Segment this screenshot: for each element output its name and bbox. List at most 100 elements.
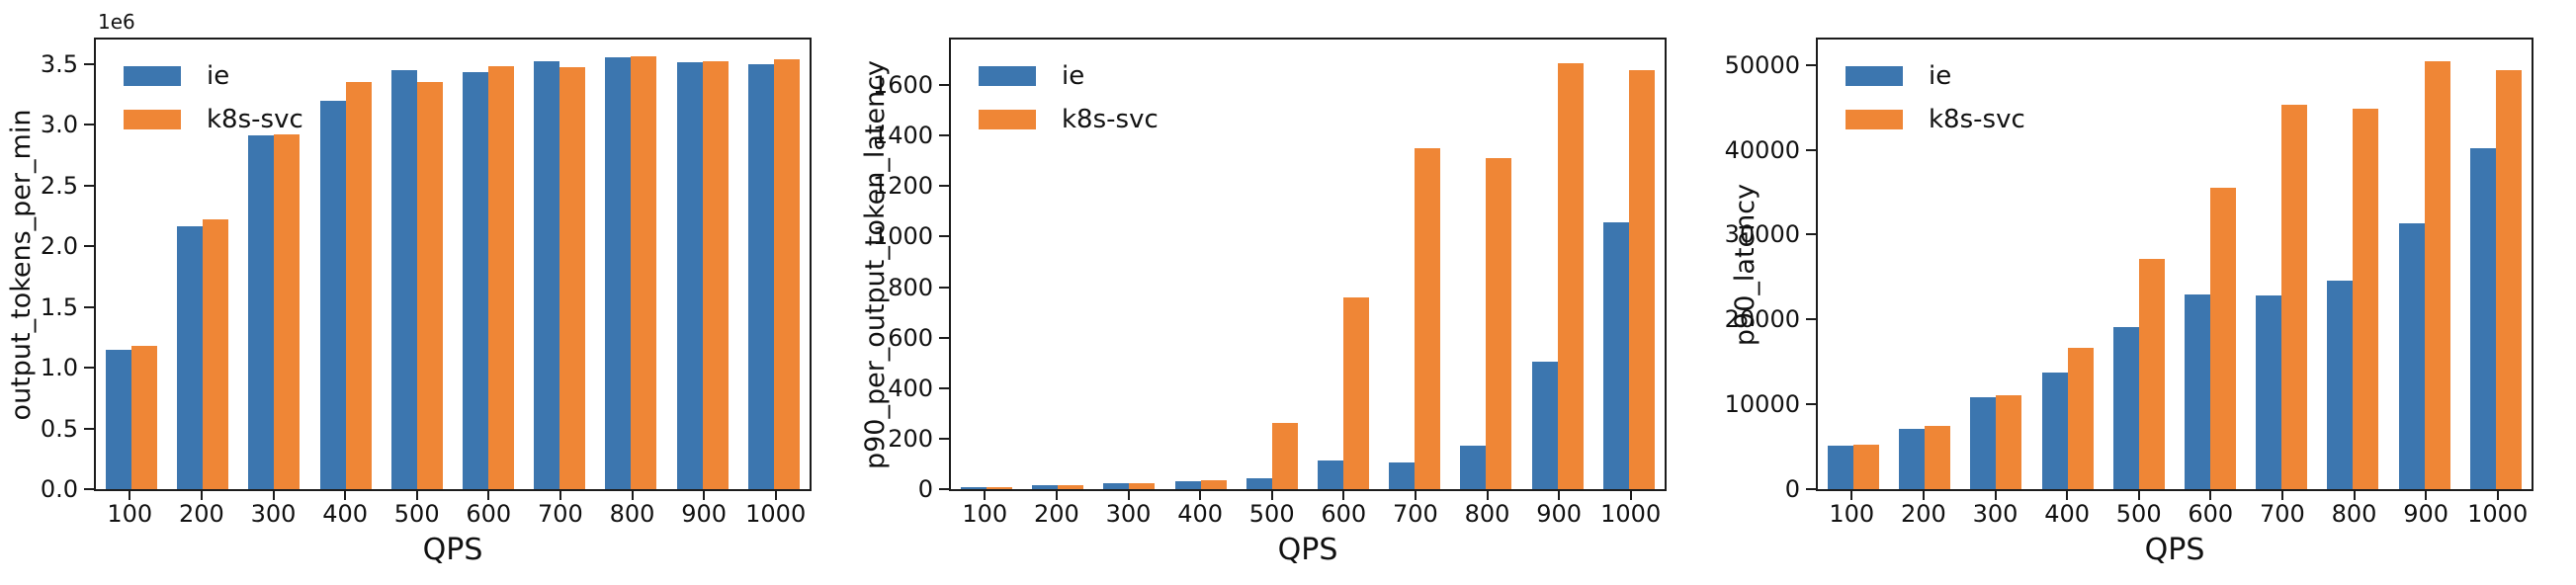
bar-ie-qps-600 [463,72,489,489]
x-tick-label-qps-400: 400 [322,500,368,528]
x-tick-mark [1270,491,1273,500]
y-axis-label: output_tokens_per_min [6,109,37,420]
bar-group-qps-400 [2032,40,2104,489]
x-tick-label-qps-1000: 1000 [2467,500,2529,528]
bar-k8s-svc-qps-600 [488,66,515,489]
y-tick-label: 1400 [872,122,933,150]
bar-k8s-svc-qps-600 [2210,188,2237,489]
bar-ie-qps-900 [1531,361,1558,489]
x-tick-mark [2209,491,2212,500]
bar-ie-qps-800 [2327,280,2354,489]
x-axis-label: QPS [2144,533,2205,567]
bar-k8s-svc-qps-400 [1200,479,1227,489]
legend-item-k8s-svc: k8s-svc [1846,105,2025,134]
bar-group-qps-900 [2389,40,2460,489]
bar-k8s-svc-qps-300 [274,133,301,489]
y-tick-label: 10000 [1724,390,1800,419]
x-tick-mark [2280,491,2283,500]
y-tick-mark [939,437,949,440]
bar-group-qps-900 [1522,40,1593,489]
bar-group-qps-800 [2317,40,2388,489]
bar-k8s-svc-qps-700 [559,67,586,489]
y-tick-label: 2.5 [40,171,78,200]
x-tick-label-qps-800: 800 [1464,500,1510,528]
bar-group-qps-400 [1165,40,1237,489]
x-tick-mark [774,491,777,500]
y-tick-label: 200 [888,424,933,453]
bar-k8s-svc-qps-600 [1343,296,1370,489]
bar-group-qps-200 [1022,40,1093,489]
axis-offset-text: 1e6 [98,10,135,34]
y-tick-mark [939,336,949,339]
bar-group-qps-600 [1308,40,1379,489]
bar-group-qps-300 [1093,40,1164,489]
x-tick-mark [344,491,347,500]
bar-k8s-svc-qps-300 [1996,394,2022,489]
x-tick-label-qps-1000: 1000 [1600,500,1662,528]
x-tick-mark [2496,491,2499,500]
y-tick-mark [1806,148,1816,151]
bar-ie-qps-700 [2256,295,2282,489]
x-tick-label-qps-900: 900 [1536,500,1582,528]
bar-group-qps-300 [238,40,309,489]
bar-groups [1818,40,2532,489]
legend-item-k8s-svc: k8s-svc [979,105,1159,134]
bar-group-qps-100 [951,40,1022,489]
bar-ie-qps-200 [1032,485,1059,489]
x-tick-label-qps-700: 700 [2259,500,2305,528]
x-tick-label-qps-100: 100 [962,500,1008,528]
x-tick-label-qps-300: 300 [1105,500,1152,528]
y-tick-mark [939,84,949,86]
x-tick-mark [631,491,634,500]
legend-label-k8s-svc: k8s-svc [1062,105,1159,134]
bar-group-qps-700 [2246,40,2317,489]
bar-k8s-svc-qps-500 [416,82,443,489]
x-tick-mark [1850,491,1853,500]
x-tick-mark [487,491,490,500]
x-axis-label: QPS [1277,533,1338,567]
y-tick-mark [939,286,949,289]
x-tick-mark [415,491,418,500]
bar-k8s-svc-qps-200 [203,219,229,489]
x-tick-mark [2353,491,2356,500]
y-tick-mark [1806,233,1816,236]
y-axis-label: p90_latency [1730,183,1760,346]
bar-ie-qps-400 [2041,372,2068,489]
bar-k8s-svc-qps-200 [1925,426,1951,489]
bar-ie-qps-300 [1970,397,1997,489]
bar-group-qps-200 [1889,40,1960,489]
y-tick-mark [1806,488,1816,490]
y-tick-mark [1806,318,1816,321]
bar-group-qps-1000 [1593,40,1665,489]
x-tick-label-qps-200: 200 [1900,500,1946,528]
bar-k8s-svc-qps-800 [631,56,657,489]
x-tick-label-qps-700: 700 [537,500,583,528]
y-tick-mark [84,184,94,187]
x-tick-label-qps-300: 300 [250,500,297,528]
y-tick-mark [84,427,94,430]
x-tick-label-qps-900: 900 [2403,500,2448,528]
bar-k8s-svc-qps-300 [1129,483,1156,489]
bar-group-qps-800 [595,40,666,489]
y-tick-label: 50000 [1724,50,1800,79]
legend: ie k8s-svc [979,61,1159,134]
x-tick-mark [1994,491,1997,500]
y-tick-label: 1.5 [40,292,78,321]
bar-groups [951,40,1665,489]
x-tick-mark [1127,491,1130,500]
x-tick-mark [200,491,203,500]
x-tick-mark [558,491,561,500]
bar-group-qps-900 [667,40,738,489]
bar-group-qps-100 [96,40,167,489]
y-tick-label: 3.0 [40,111,78,139]
bar-k8s-svc-qps-500 [2138,259,2165,489]
bar-k8s-svc-qps-900 [1557,63,1584,489]
legend-swatch-ie [1846,66,1903,86]
bar-group-qps-1000 [2460,40,2532,489]
x-tick-label-qps-900: 900 [681,500,727,528]
bar-group-qps-500 [2104,40,2175,489]
y-tick-mark [84,245,94,248]
y-tick-mark [1806,403,1816,406]
bar-k8s-svc-qps-100 [987,486,1013,489]
